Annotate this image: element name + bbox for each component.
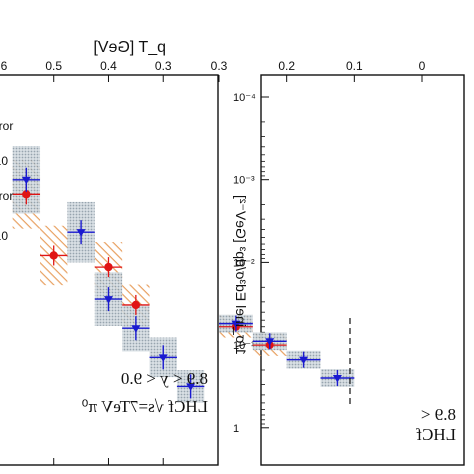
panel-left-tick-label: 0.4	[100, 59, 117, 73]
panel-right-blue-point	[231, 320, 241, 329]
panel-right-y-tick-label: 10⁻¹	[233, 340, 255, 352]
panel-left-x-label: p_T [GeV]	[93, 39, 166, 56]
panel-right-y-tick-label: 10⁻³	[233, 175, 255, 187]
panel-left-red-point	[49, 251, 58, 260]
panel-left-blue-point	[21, 176, 31, 185]
panel-left-red-point	[131, 300, 141, 310]
panel-left-legend-entry: error	[0, 119, 13, 133]
panel-left-blue-point	[158, 354, 168, 362]
panel-right-y-tick-label: 1	[233, 423, 239, 435]
panel-right-blue-point	[332, 375, 342, 383]
panel-right-y-tick-label: 10⁻⁴	[233, 92, 256, 104]
panel-right-annotation-bottom: 8.9 <	[421, 405, 456, 424]
panel-right-annotation-top: LHCf	[416, 425, 456, 444]
panel-left-points	[12, 167, 205, 399]
panel-left: 0.3 0.4 0.5 0.6 p_T [GeV] LHCf √s=7TeV π⁰ 8…	[0, 39, 219, 466]
panel-left-tick-label: 0.6	[0, 59, 8, 73]
panel-left-legend-entry: error	[0, 189, 13, 203]
panel-left-blue-point	[131, 325, 141, 333]
panel-left-red-point	[104, 262, 113, 272]
panel-right-tick-label: 0.3	[211, 59, 228, 73]
panel-left-frame	[0, 74, 219, 466]
panel-right-blue-point	[265, 338, 275, 346]
panel-left-annotation-bottom: 8.9 < y < 9.0	[121, 369, 208, 388]
panel-right-tick-label: 0.2	[278, 59, 295, 73]
panel-left-blue-point	[103, 296, 113, 304]
panel-left-legend-entry: 010	[0, 229, 8, 243]
panel-left-tick-label: 0.3	[155, 59, 172, 73]
panel-right-tick-label: 0.1	[346, 59, 363, 73]
panel-right-frame	[260, 74, 465, 466]
panel-left-legend-entry: 010	[0, 154, 8, 168]
panel-left-tick-label: 0.5	[45, 59, 62, 73]
panel-right-y-label: 1/σ_inel Ed³σ/dp³ [GeV⁻²]	[233, 195, 249, 355]
panel-left-blue-point	[186, 383, 196, 391]
panel-left-red-point	[22, 190, 31, 199]
panel-right-y-tick-label: 10⁻²	[233, 257, 255, 269]
panel-left-x-ticks: 0.3 0.4 0.5 0.6	[0, 59, 172, 465]
panel-right: 00.10.20.3 10⁻⁴10⁻³10⁻²10⁻¹1 LHCf 8.9 < …	[211, 59, 465, 466]
panel-right-x-ticks: 0 0.1 0.2 0.3	[211, 59, 426, 82]
panel-right-points	[219, 315, 355, 387]
panel-left-annotation-top: LHCf √s=7TeV π⁰	[82, 397, 208, 416]
panel-right-tick-label: 0	[419, 59, 426, 73]
panel-left-legend: error 010 error 010	[0, 119, 13, 243]
panel-left-blue-point	[76, 229, 86, 237]
panel-right-blue-point	[299, 356, 309, 365]
